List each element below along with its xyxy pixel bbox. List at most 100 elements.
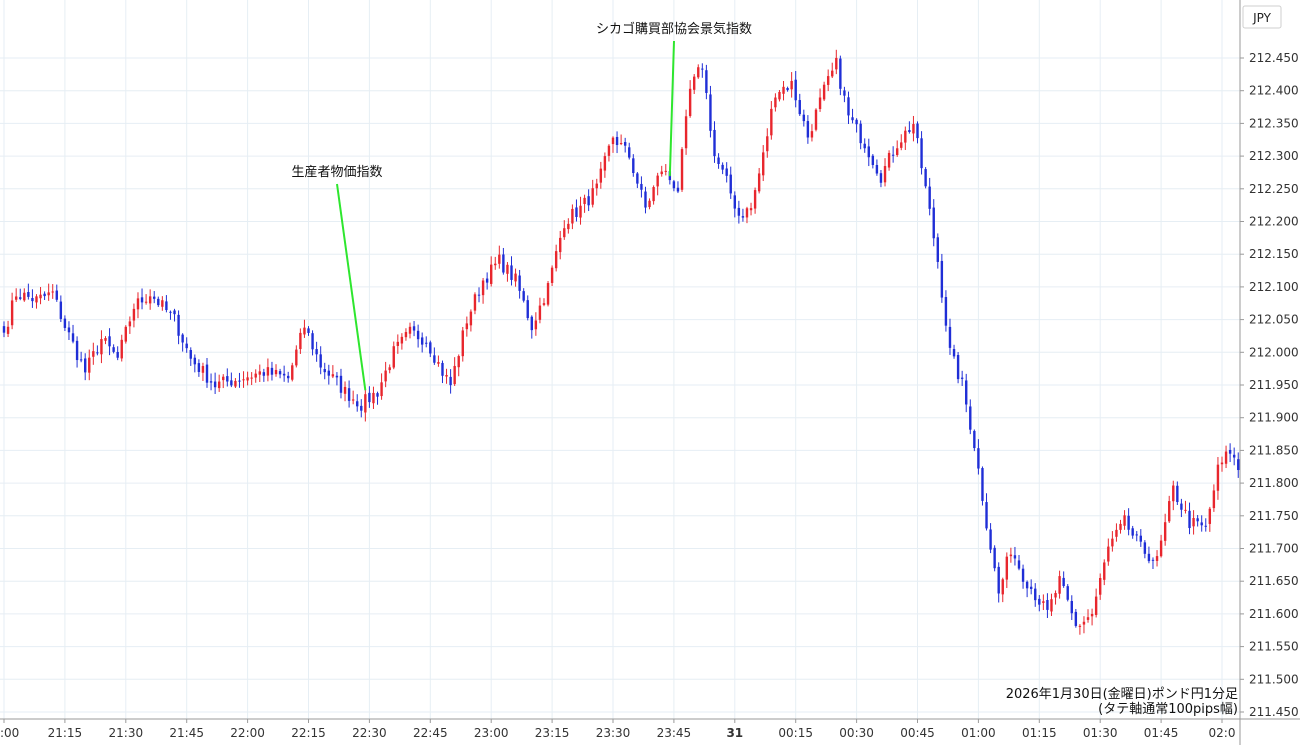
candle-up [912,124,915,134]
candle-down [1017,560,1021,569]
annotation-label: シカゴ購買部協会景気指数 [596,21,752,37]
candle-down [307,328,310,333]
caption-line-1: 2026年1月30日(金曜日)ポンド円1分足 [1006,686,1238,702]
candle-up [364,394,367,413]
candle-down [948,326,952,348]
candle-down [891,154,895,156]
candle-down [153,296,156,299]
candle-down [526,300,529,319]
candle-down [944,297,948,326]
annotation-pointer [668,40,675,177]
candle-down [928,186,931,209]
candle-up [469,311,473,326]
candle-down [193,357,197,365]
candle-down [177,314,180,336]
candle-up [571,208,574,224]
candle-down [1066,586,1069,600]
candle-down [794,79,797,101]
candle-up [883,166,887,183]
candle-up [1220,462,1224,465]
candle-down [965,380,968,405]
candle-up [1042,601,1045,603]
candle-up [619,143,623,145]
candle-up [579,205,582,218]
candle-up [47,292,50,296]
candle-up [563,228,566,238]
candle-down [522,291,525,301]
candle-up [887,152,891,168]
candle-down [116,351,119,358]
candle-up [1111,538,1114,547]
candle-up [1094,596,1098,615]
x-tick-label: 01:00 [961,726,996,740]
candle-up [39,294,42,299]
y-tick-label: 212.100 [1249,280,1299,294]
y-tick-label: 211.750 [1249,509,1299,523]
y-tick-label: 211.550 [1249,640,1299,654]
annotation-pointer [336,183,367,391]
candle-down [1147,553,1151,562]
time-axis: :00 21:15 21:30 21:45 22:00 22:15 22:30 22:45 23… [0,719,1235,740]
x-tick-label: 22:00 [230,726,265,740]
candle-down [940,260,944,298]
candle-up [392,346,395,368]
x-tick-label: 21:30 [109,726,144,740]
candle-down [1135,534,1138,536]
candle-down [1188,510,1191,529]
candle-down [319,354,322,368]
candle-down [709,94,712,131]
y-tick-label: 212.350 [1249,116,1299,130]
candle-up [128,321,132,327]
candle-up [303,327,306,335]
currency-label-box[interactable]: JPY [1242,5,1282,29]
candle-down [1139,535,1142,542]
candle-down [863,143,866,149]
candle-down [433,355,436,363]
candle-down [875,164,879,174]
candle-down [425,342,428,344]
candle-down [185,343,188,349]
candle-up [1119,523,1122,530]
candle-up [826,76,830,85]
candle-down [209,381,213,383]
candle-down [67,327,71,333]
y-tick-label: 212.300 [1249,149,1299,163]
candle-down [623,142,627,146]
candle-down [1038,598,1041,605]
candle-up [1123,515,1126,526]
candle-down [205,364,209,383]
candle-up [749,208,753,211]
chart-caption: 2026年1月30日(金曜日)ポンド円1分足 (タテ軸通常100pips幅) [1006,686,1238,717]
candle-up [242,379,245,381]
candle-down [798,100,801,115]
candle-up [559,237,562,253]
candle-down [1131,528,1134,536]
candle-down [262,372,266,376]
x-tick-label: 21:45 [169,726,204,740]
candle-up [822,84,826,100]
candle-up [1107,546,1110,562]
candle-up [92,351,95,357]
candle-down [1196,518,1199,522]
candle-up [246,377,249,381]
candle-up [514,273,517,282]
candle-down [587,196,590,206]
candle-down [1176,485,1179,503]
candle-down [729,174,732,194]
candle-down [981,468,984,501]
candle-down [1180,503,1183,510]
candle-down [55,290,58,300]
candle-up [603,156,607,171]
x-tick-label: 23:30 [596,726,631,740]
candle-down [741,216,745,218]
candle-down [960,377,964,379]
candle-down [1046,600,1049,610]
x-tick-label: 31 [726,726,743,740]
candle-down [640,183,643,190]
candle-down [43,293,46,297]
candle-up [457,356,460,368]
y-tick-label: 211.850 [1249,443,1299,457]
candle-up [254,373,257,378]
candle-up [745,208,749,218]
